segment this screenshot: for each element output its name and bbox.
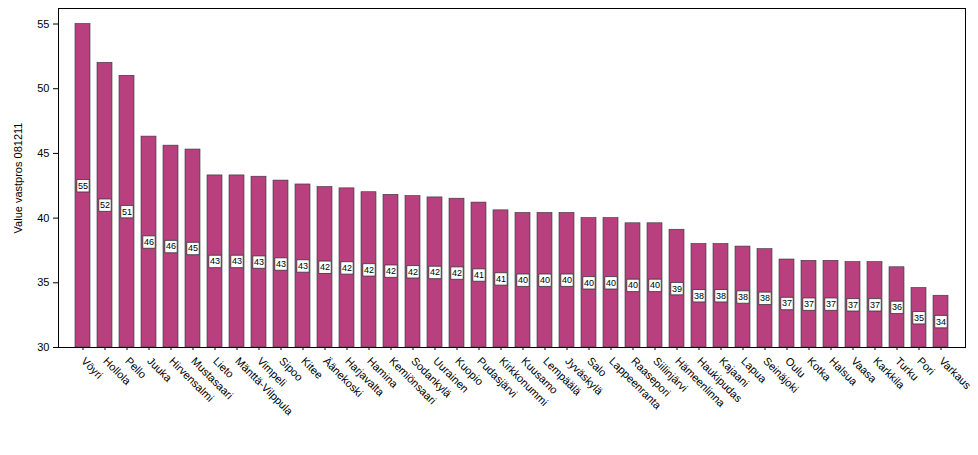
svg-text:Juuka: Juuka: [145, 354, 175, 384]
svg-text:Pudasjärvi: Pudasjärvi: [475, 354, 520, 400]
svg-text:Karkkila: Karkkila: [871, 354, 908, 391]
svg-text:Hirvensalmi: Hirvensalmi: [167, 354, 217, 404]
svg-text:Turku: Turku: [893, 355, 921, 383]
svg-text:50: 50: [37, 82, 49, 94]
svg-text:42: 42: [430, 267, 440, 277]
svg-text:Jyväskylä: Jyväskylä: [563, 354, 606, 397]
svg-text:Lempäälä: Lempäälä: [541, 354, 584, 398]
svg-text:Oulu: Oulu: [783, 355, 808, 380]
svg-text:Lieto: Lieto: [211, 355, 236, 380]
svg-text:40: 40: [628, 280, 638, 290]
svg-text:35: 35: [37, 276, 49, 288]
svg-text:51: 51: [122, 207, 132, 217]
svg-text:Mänttä-Vilppula: Mänttä-Vilppula: [233, 354, 296, 418]
svg-text:Varkaus: Varkaus: [937, 355, 974, 392]
svg-text:55: 55: [37, 18, 49, 30]
svg-text:Mustasaari: Mustasaari: [189, 355, 236, 402]
svg-text:Vimpeli: Vimpeli: [255, 354, 289, 389]
svg-text:Harjavalta: Harjavalta: [343, 354, 387, 399]
svg-text:Raasepori: Raasepori: [629, 354, 673, 399]
svg-text:45: 45: [37, 147, 49, 159]
svg-text:Uurainen: Uurainen: [431, 354, 472, 395]
svg-text:Lapua: Lapua: [739, 354, 770, 385]
svg-text:Äänekoski: Äänekoski: [321, 354, 366, 400]
svg-text:35: 35: [914, 313, 924, 323]
svg-text:43: 43: [232, 256, 242, 266]
svg-text:Value vastpros 081211: Value vastpros 081211: [12, 123, 24, 234]
svg-text:40: 40: [540, 275, 550, 285]
svg-text:38: 38: [760, 293, 770, 303]
svg-text:Kajaani: Kajaani: [717, 354, 752, 390]
svg-text:Vöyri: Vöyri: [79, 355, 105, 381]
svg-text:41: 41: [496, 274, 506, 284]
svg-text:40: 40: [650, 280, 660, 290]
svg-text:Siilinjärvi: Siilinjärvi: [651, 354, 691, 394]
svg-text:40: 40: [37, 212, 49, 224]
svg-text:Vaasa: Vaasa: [849, 354, 880, 385]
svg-text:43: 43: [298, 261, 308, 271]
svg-text:40: 40: [562, 275, 572, 285]
svg-text:Pori: Pori: [915, 355, 937, 377]
svg-text:Kuopio: Kuopio: [453, 354, 486, 388]
svg-text:Sodankylä: Sodankylä: [409, 354, 454, 400]
svg-text:38: 38: [716, 291, 726, 301]
svg-text:42: 42: [342, 263, 352, 273]
svg-text:Sipoo: Sipoo: [277, 355, 305, 383]
svg-text:42: 42: [320, 262, 330, 272]
svg-text:42: 42: [452, 268, 462, 278]
svg-text:45: 45: [188, 243, 198, 253]
svg-text:Salo: Salo: [585, 355, 609, 379]
svg-text:41: 41: [474, 270, 484, 280]
svg-text:42: 42: [364, 265, 374, 275]
svg-text:43: 43: [276, 259, 286, 269]
svg-text:Kirkkonummi: Kirkkonummi: [497, 354, 551, 409]
svg-text:Hamina: Hamina: [365, 354, 401, 390]
svg-text:37: 37: [826, 299, 836, 309]
svg-text:46: 46: [144, 237, 154, 247]
svg-text:46: 46: [166, 241, 176, 251]
svg-text:Haukipudas: Haukipudas: [695, 354, 745, 405]
svg-text:40: 40: [606, 278, 616, 288]
svg-text:Hollola: Hollola: [101, 354, 134, 387]
svg-text:30: 30: [37, 341, 49, 353]
svg-text:Hämeenlinna: Hämeenlinna: [673, 354, 728, 410]
svg-text:36: 36: [892, 302, 902, 312]
svg-text:55: 55: [78, 181, 88, 191]
svg-text:43: 43: [210, 256, 220, 266]
svg-text:Kitee: Kitee: [299, 355, 325, 381]
svg-text:Pello: Pello: [123, 355, 149, 381]
svg-text:Kuusamo: Kuusamo: [519, 354, 561, 397]
svg-text:42: 42: [408, 267, 418, 277]
svg-text:38: 38: [738, 292, 748, 302]
svg-text:39: 39: [672, 284, 682, 294]
svg-text:Halsua: Halsua: [827, 354, 860, 388]
svg-text:52: 52: [100, 200, 110, 210]
svg-text:Kotka: Kotka: [805, 355, 834, 384]
svg-text:40: 40: [584, 278, 594, 288]
svg-text:Seinäjoki: Seinäjoki: [761, 354, 802, 395]
svg-text:34: 34: [936, 317, 946, 327]
svg-text:42: 42: [386, 266, 396, 276]
svg-text:Lappeenranta: Lappeenranta: [607, 354, 664, 412]
svg-text:38: 38: [694, 291, 704, 301]
svg-text:37: 37: [848, 300, 858, 310]
svg-text:37: 37: [870, 300, 880, 310]
svg-text:43: 43: [254, 257, 264, 267]
svg-text:37: 37: [804, 299, 814, 309]
svg-text:37: 37: [782, 298, 792, 308]
svg-text:40: 40: [518, 275, 528, 285]
svg-text:Kemiönsaari: Kemiönsaari: [387, 354, 439, 407]
